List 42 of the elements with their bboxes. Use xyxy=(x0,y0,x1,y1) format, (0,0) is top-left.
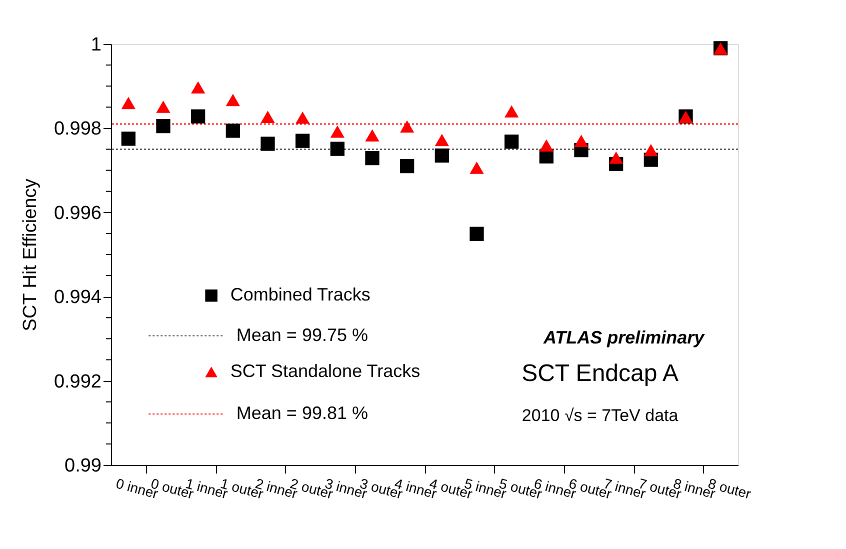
annotation: ATLAS preliminary xyxy=(542,328,706,348)
point xyxy=(539,139,554,152)
point xyxy=(121,96,136,110)
point xyxy=(191,81,206,94)
point xyxy=(226,124,240,138)
point xyxy=(365,151,380,166)
point xyxy=(156,119,170,134)
point xyxy=(296,134,310,148)
y-tick-label: 0.992 xyxy=(54,371,102,392)
y-tick-label: 0.99 xyxy=(64,456,102,476)
point xyxy=(330,125,344,138)
point xyxy=(470,162,484,174)
point xyxy=(504,134,519,149)
y-axis-title: SCT Hit Efficiency xyxy=(20,178,41,332)
point xyxy=(260,110,275,123)
point xyxy=(226,94,240,106)
point xyxy=(434,134,449,146)
annotation: 2010 √s = 7TeV data xyxy=(522,406,679,426)
legend-label: Mean = 99.81 % xyxy=(236,403,368,424)
point xyxy=(434,148,449,163)
point xyxy=(156,100,170,113)
point xyxy=(121,132,136,146)
point xyxy=(191,109,206,124)
legend-label: Combined Tracks xyxy=(230,284,370,305)
y-tick-label: 0.994 xyxy=(54,287,102,308)
legend-label: Mean = 99.75 % xyxy=(236,324,368,345)
point xyxy=(470,226,484,241)
y-tick-label: 0.996 xyxy=(54,202,102,224)
point xyxy=(365,129,380,142)
point xyxy=(330,142,344,156)
annotation: SCT Endcap A xyxy=(522,360,679,388)
point xyxy=(644,144,658,156)
legend-label: SCT Standalone Tracks xyxy=(230,360,420,381)
point xyxy=(260,136,275,151)
y-tick-label: 0.998 xyxy=(54,118,102,140)
point xyxy=(400,120,414,133)
point xyxy=(504,105,519,118)
point xyxy=(296,112,310,124)
point xyxy=(574,134,588,147)
point xyxy=(400,159,414,174)
y-tick-label: 1 xyxy=(90,34,102,56)
point xyxy=(609,152,624,164)
